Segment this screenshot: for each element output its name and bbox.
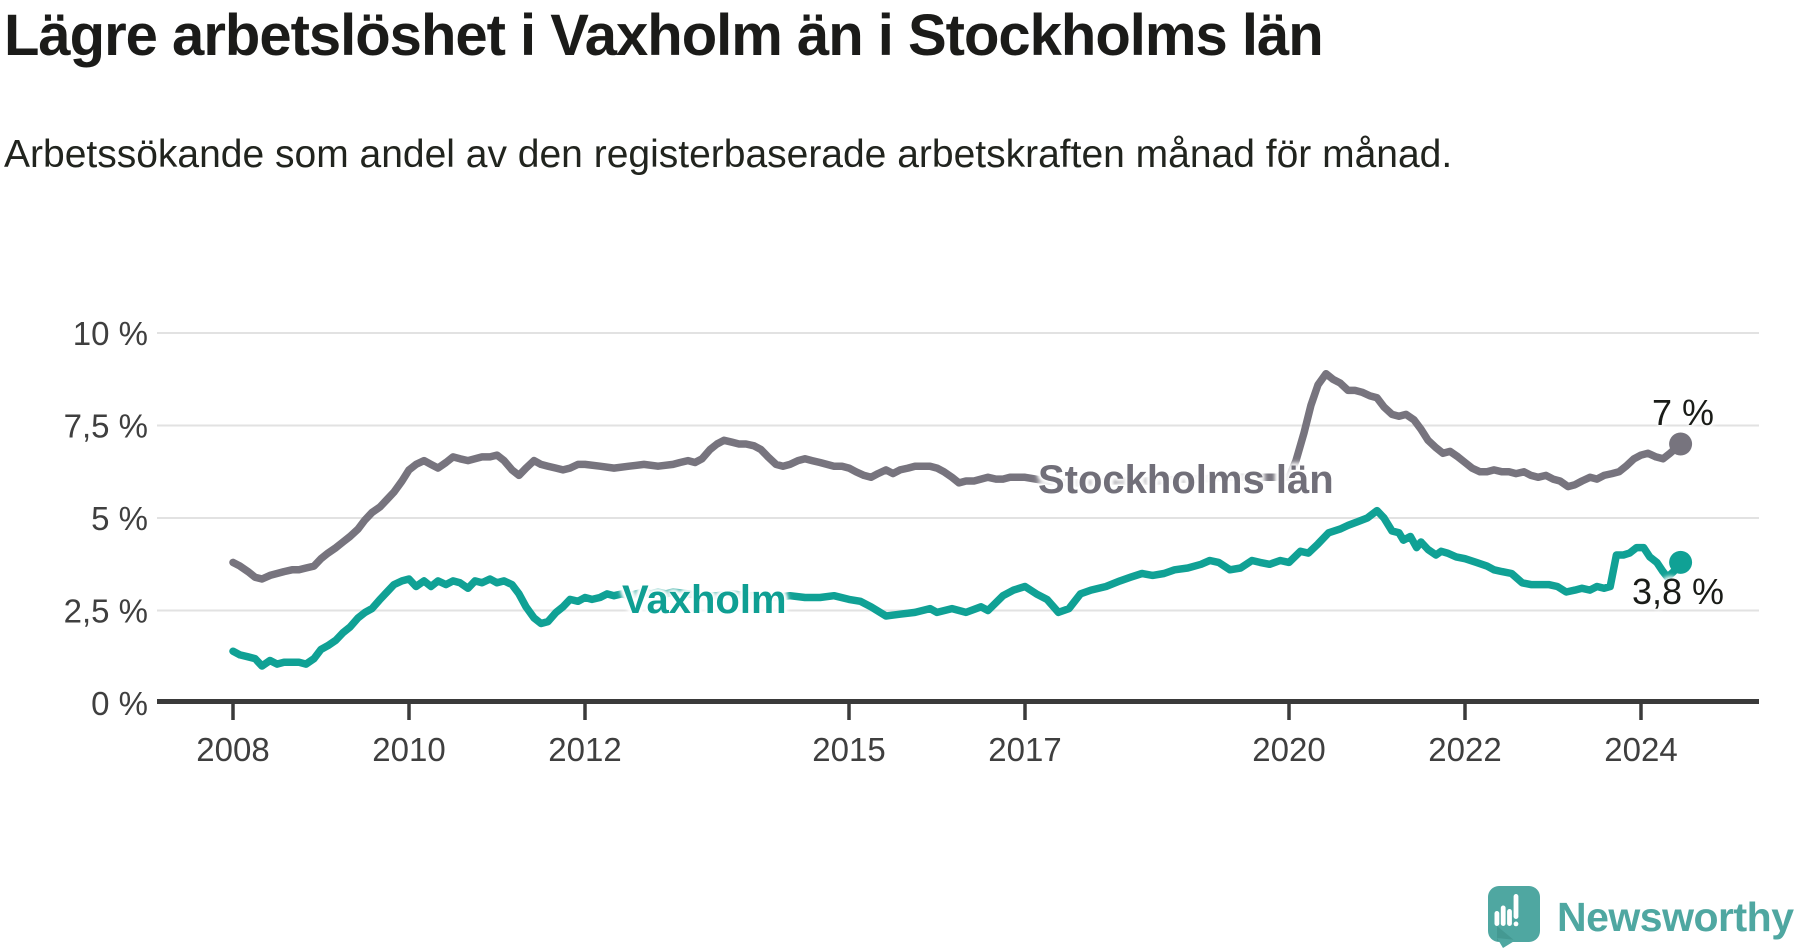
newsworthy-brand: Newsworthy — [1488, 886, 1794, 948]
x-axis — [157, 699, 1759, 720]
chart-subtitle: Arbetssökande som andel av den registerb… — [4, 133, 1453, 176]
x-tick-label: 2012 — [548, 731, 621, 768]
x-tick-label: 2020 — [1252, 731, 1325, 768]
series-label-stockholms-lan: Stockholms län — [1038, 458, 1334, 502]
series-line-stockholms-l-n — [229, 369, 1685, 583]
series-line-vaxholm — [229, 506, 1685, 670]
y-tick-label: 5 % — [91, 500, 148, 537]
series-end-dots — [1669, 432, 1693, 574]
page-title: Lägre arbetslöshet i Vaxholm än i Stockh… — [4, 3, 1324, 68]
x-tick-label: 2008 — [196, 731, 269, 768]
x-tick-label: 2015 — [812, 731, 885, 768]
series-label-vaxholm: Vaxholm — [622, 578, 787, 622]
x-tick-label: 2022 — [1428, 731, 1501, 768]
y-tick-label: 7,5 % — [64, 408, 148, 445]
y-tick-label: 0 % — [91, 685, 148, 722]
series-end-dot-stockholms-l-n — [1669, 432, 1693, 456]
series-end-dot-vaxholm — [1669, 550, 1693, 574]
x-tick-label: 2017 — [988, 731, 1061, 768]
newsworthy-brand-text: Newsworthy — [1557, 894, 1794, 940]
y-tick-label: 2,5 % — [64, 593, 148, 630]
x-tick-label: 2024 — [1604, 731, 1677, 768]
x-axis-labels: 2008 2010 2012 2015 2017 2020 2022 2024 — [196, 731, 1677, 768]
newsworthy-logo-icon — [1488, 886, 1540, 948]
data-series — [229, 369, 1685, 670]
y-axis-labels: 0 % 2,5 % 5 % 7,5 % 10 % — [64, 315, 148, 722]
end-value-vaxholm: 3,8 % — [1632, 571, 1725, 612]
end-value-stockholms-lan: 7 % — [1652, 392, 1715, 433]
y-tick-label: 10 % — [73, 315, 148, 352]
x-tick-label: 2010 — [372, 731, 445, 768]
